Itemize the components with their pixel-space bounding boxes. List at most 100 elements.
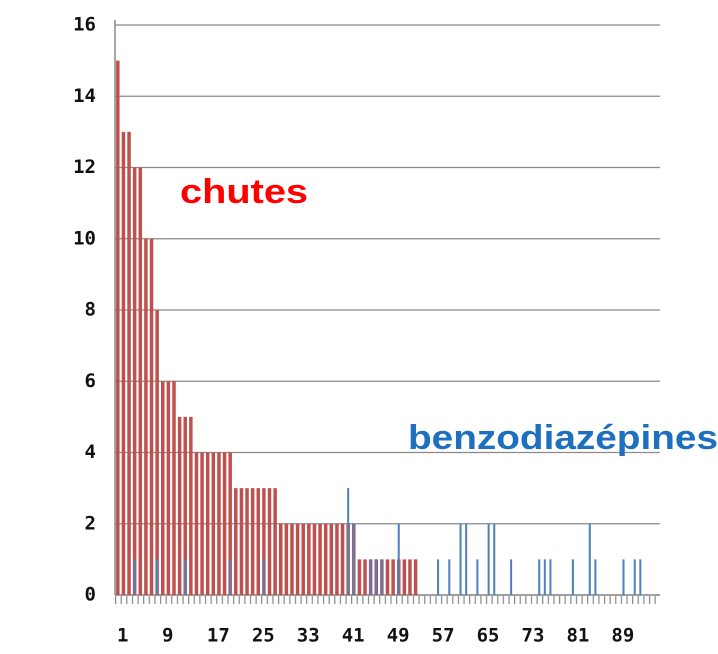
bar — [487, 523, 490, 595]
x-tick-label: 89 — [611, 625, 634, 647]
bar — [437, 559, 440, 595]
bar — [413, 559, 418, 595]
x-tick-label: 1 — [117, 625, 128, 647]
bar — [194, 452, 199, 595]
x-tick-label: 49 — [387, 625, 410, 647]
bar — [116, 60, 120, 595]
bar — [161, 381, 165, 595]
y-tick-label: 4 — [85, 441, 96, 463]
bar — [318, 523, 322, 595]
bar — [132, 167, 137, 595]
y-tick-label: 10 — [73, 227, 96, 249]
bar — [127, 131, 131, 595]
bar — [459, 523, 462, 595]
bar — [385, 559, 390, 595]
bar — [211, 452, 216, 595]
y-tick-label: 6 — [85, 370, 96, 392]
bar — [633, 559, 636, 595]
bar — [262, 488, 266, 595]
bar — [391, 559, 395, 595]
bar — [166, 381, 171, 595]
bar — [639, 559, 642, 595]
bar — [138, 167, 143, 595]
bar — [172, 381, 176, 595]
bar — [402, 559, 407, 595]
bar — [155, 310, 159, 595]
x-tick-label: 65 — [477, 625, 500, 647]
annotation: benzodiazépines — [408, 419, 718, 457]
bar — [256, 488, 261, 595]
y-tick-label: 14 — [73, 85, 96, 107]
bar — [267, 488, 272, 595]
y-tick-label: 8 — [85, 299, 96, 321]
bar — [357, 559, 362, 595]
bar — [335, 523, 339, 595]
y-tick-label: 12 — [73, 156, 96, 178]
bar — [250, 488, 255, 595]
bar — [284, 523, 289, 595]
bar — [301, 523, 305, 595]
bar — [622, 559, 625, 595]
bar — [493, 523, 496, 595]
bar — [352, 523, 355, 595]
bar — [290, 523, 294, 595]
bar — [340, 523, 345, 595]
bar — [273, 488, 277, 595]
bar — [239, 488, 244, 595]
bar — [307, 523, 311, 595]
bar — [245, 488, 249, 595]
bar — [189, 416, 193, 595]
bar — [465, 523, 468, 595]
x-tick-label: 57 — [432, 625, 455, 647]
bar — [156, 559, 159, 595]
bar — [295, 523, 300, 595]
bar — [149, 238, 154, 595]
bar — [183, 416, 187, 595]
bar — [177, 416, 182, 595]
bar — [184, 559, 187, 595]
x-tick-label: 25 — [252, 625, 275, 647]
bar — [408, 559, 412, 595]
bar — [217, 452, 221, 595]
x-tick-label: 17 — [207, 625, 230, 647]
x-tick-label: 41 — [342, 625, 365, 647]
bar — [549, 559, 552, 595]
annotation: chutes — [180, 173, 308, 211]
bar — [538, 559, 541, 595]
y-tick-label: 0 — [85, 584, 96, 606]
bar — [234, 488, 238, 595]
bar — [476, 559, 479, 595]
bar — [588, 523, 591, 595]
bar — [279, 523, 283, 595]
x-tick-label: 73 — [522, 625, 545, 647]
x-tick-label: 81 — [566, 625, 589, 647]
bar — [347, 488, 350, 595]
bar — [369, 559, 372, 595]
bar — [133, 559, 136, 595]
bar — [543, 559, 546, 595]
bar — [448, 559, 451, 595]
bar — [380, 559, 383, 595]
bar — [312, 523, 317, 595]
bar — [510, 559, 513, 595]
y-tick-label: 2 — [85, 512, 96, 534]
bar — [329, 523, 334, 595]
bar — [121, 131, 126, 595]
bar — [363, 559, 367, 595]
bar — [229, 559, 232, 595]
x-tick-label: 33 — [297, 625, 320, 647]
bar — [222, 452, 227, 595]
x-tick-label: 9 — [162, 625, 173, 647]
bar — [594, 559, 597, 595]
x-axis-hatch — [115, 596, 660, 604]
bar — [205, 452, 210, 595]
bar — [144, 238, 148, 595]
bar — [228, 452, 232, 595]
bar — [375, 559, 378, 595]
bar — [262, 559, 265, 595]
bar — [323, 523, 328, 595]
bar — [571, 559, 574, 595]
y-tick-label: 16 — [73, 14, 96, 36]
bar — [397, 523, 400, 595]
